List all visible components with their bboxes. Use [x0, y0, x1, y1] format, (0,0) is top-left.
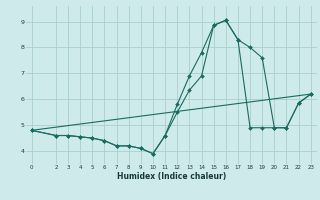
X-axis label: Humidex (Indice chaleur): Humidex (Indice chaleur) [116, 172, 226, 181]
